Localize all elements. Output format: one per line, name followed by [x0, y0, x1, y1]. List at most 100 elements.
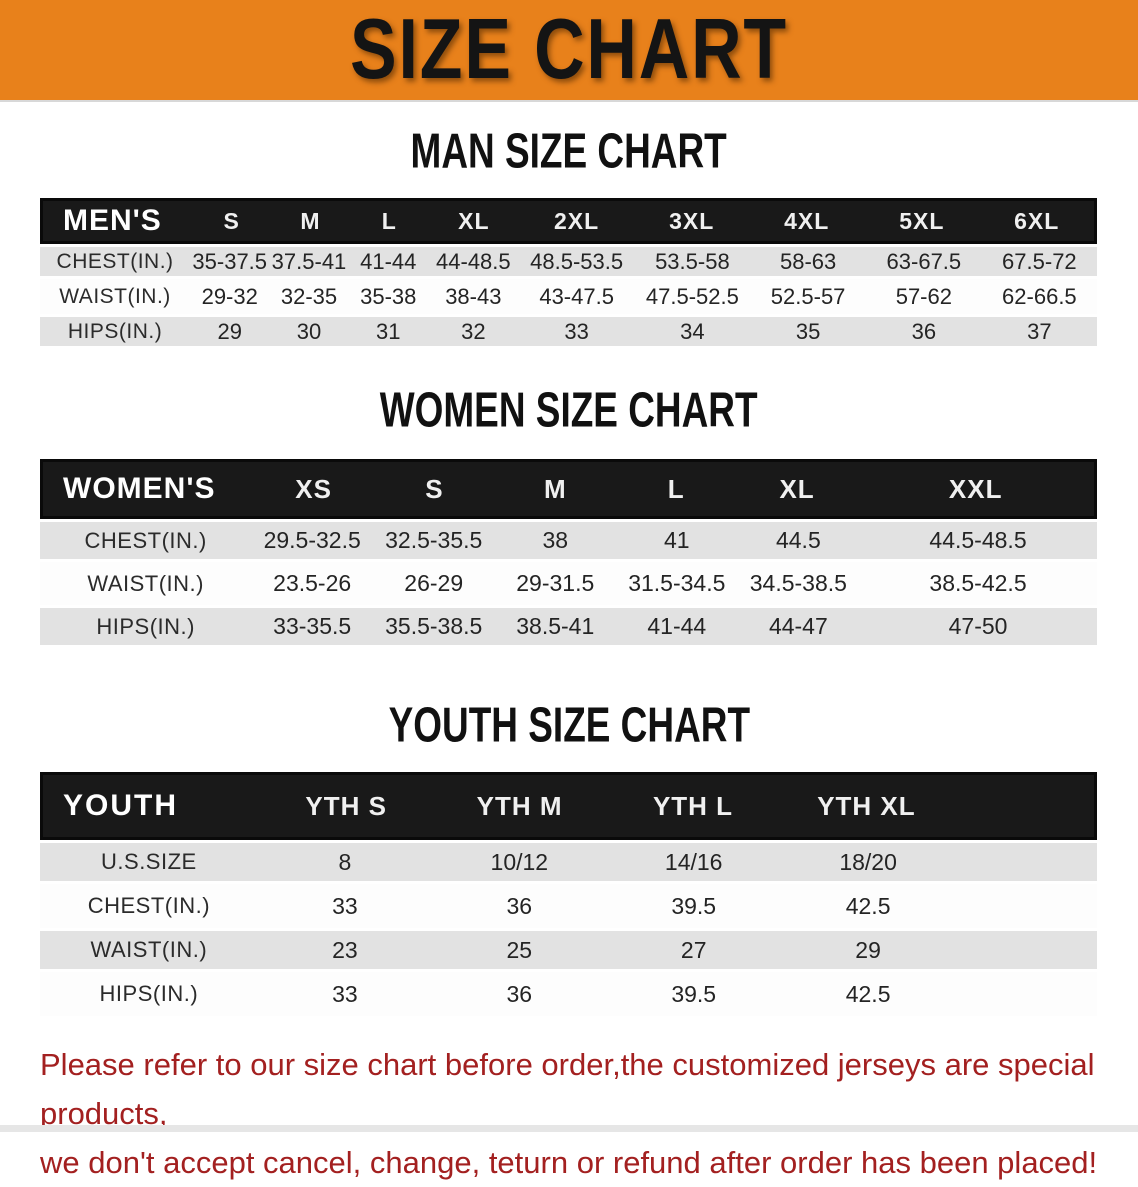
youth-section-heading-text: YOUTH SIZE CHART	[388, 696, 750, 753]
women-size-table: WOMEN'S XS S M L XL XXL CHEST(IN.) 29.5-32.5 32…	[40, 459, 1097, 648]
measurement-value-cell: 32	[461, 318, 486, 344]
measurement-value-cell: 36	[506, 892, 533, 919]
measurement-value-cell: 38-43	[445, 283, 502, 309]
measurement-value-cell: 36	[911, 318, 937, 344]
measurement-value-cell: 44.5-48.5	[929, 527, 1027, 553]
table-row: HIPS(IN.) 29 30 31 32 33 34 35 36 37	[40, 314, 1097, 349]
measurement-value-cell: 38.5-42.5	[929, 570, 1027, 596]
size-column-header: 5XL	[899, 207, 945, 234]
youth-section-heading: YOUTH SIZE CHART	[0, 700, 1138, 750]
measurement-value-cell: 33	[564, 318, 589, 344]
measurement-value-cell: 48.5-53.5	[530, 248, 624, 274]
women-section-heading: WOMEN SIZE CHART	[0, 385, 1138, 435]
measurement-value-cell: 37	[1027, 318, 1052, 344]
size-column-header: L	[381, 207, 397, 234]
measurement-value-cell: 37.5-41	[271, 248, 347, 274]
measurement-value-cell: 34	[680, 318, 705, 344]
measurement-value-cell: 32-35	[280, 283, 338, 309]
table-row: WAIST(IN.) 23 25 27 29	[40, 928, 1097, 972]
measurement-value-cell: 23.5-26	[273, 570, 352, 596]
measurement-row-label: WAIST(IN.)	[90, 937, 208, 962]
measurement-value-cell: 33-35.5	[273, 613, 352, 639]
banner-title: SIZE CHART	[350, 1, 788, 98]
size-column-header: XL	[779, 473, 815, 504]
measurement-value-cell: 31.5-34.5	[628, 570, 726, 596]
measurement-value-cell: 53.5-58	[655, 248, 730, 274]
measurement-value-cell: 41	[664, 527, 690, 553]
measurement-value-cell: 58-63	[779, 248, 837, 274]
measurement-value-cell: 33	[332, 980, 358, 1007]
size-column-header: YTH L	[652, 790, 734, 821]
measurement-value-cell: 47-50	[948, 613, 1008, 639]
measurement-value-cell: 14/16	[664, 848, 723, 875]
men-section-heading: MAN SIZE CHART	[0, 126, 1138, 176]
bottom-edge-strip	[0, 1125, 1138, 1132]
measurement-value-cell: 31	[376, 318, 401, 344]
table-row: U.S.SIZE 8 10/12 14/16 18/20	[40, 840, 1097, 884]
size-column-header: YTH M	[476, 790, 563, 821]
size-column-header: 4XL	[784, 207, 830, 234]
measurement-value-cell: 44-48.5	[436, 248, 511, 274]
table-row: CHEST(IN.) 29.5-32.5 32.5-35.5 38 41 44.5 44.5…	[40, 519, 1097, 562]
women-table-corner-label: WOMEN'S	[63, 472, 216, 505]
size-column-header: 2XL	[553, 207, 600, 234]
youth-table-corner-label: YOUTH	[63, 789, 178, 822]
size-column-header: XXL	[948, 473, 1003, 504]
table-row: WAIST(IN.) 23.5-26 26-29 29-31.5 31.5-34.5 34…	[40, 562, 1097, 605]
measurement-value-cell: 39.5	[671, 980, 717, 1007]
measurement-value-cell: 35-37.5	[192, 248, 268, 274]
measurement-value-cell: 44.5	[775, 527, 821, 553]
measurement-value-cell: 18/20	[839, 848, 897, 875]
measurement-value-cell: 38.5-41	[516, 613, 595, 639]
measurement-row-label: CHEST(IN.)	[87, 893, 211, 918]
measurement-row-label: HIPS(IN.)	[99, 981, 199, 1006]
size-column-header: S	[223, 207, 240, 234]
men-table-corner-label: MEN'S	[63, 204, 162, 237]
measurement-value-cell: 27	[680, 936, 707, 963]
men-section-heading-text: MAN SIZE CHART	[410, 122, 728, 179]
measurement-value-cell: 41-44	[647, 613, 707, 639]
measurement-row-label: HIPS(IN.)	[67, 319, 163, 343]
measurement-value-cell: 35.5-38.5	[385, 613, 483, 639]
disclaimer-line-2: we don't accept cancel, change, teturn o…	[40, 1145, 1098, 1180]
size-column-header: XS	[295, 473, 332, 504]
measurement-value-cell: 44-47	[768, 613, 828, 639]
measurement-value-cell: 29-32	[201, 283, 258, 309]
measurement-value-cell: 29	[217, 318, 242, 344]
measurement-value-cell: 67.5-72	[1002, 248, 1077, 274]
measurement-value-cell: 43-47.5	[539, 283, 614, 309]
measurement-value-cell: 63-67.5	[886, 248, 962, 274]
men-size-table: MEN'S S M L XL 2XL 3XL 4XL 5XL 6XL CHEST(IN.) 35-…	[40, 198, 1097, 349]
measurement-value-cell: 29	[855, 936, 881, 963]
measurement-value-cell: 23	[332, 936, 358, 963]
measurement-value-cell: 29-31.5	[516, 570, 595, 596]
measurement-row-label: CHEST(IN.)	[56, 249, 174, 273]
size-chart-banner: SIZE CHART	[0, 0, 1138, 102]
measurement-value-cell: 57-62	[895, 283, 952, 309]
size-column-header: S	[425, 473, 444, 504]
table-row: HIPS(IN.) 33 36 39.5 42.5	[40, 972, 1097, 1016]
youth-table-header-row: YOUTH YTH S YTH M YTH L YTH XL	[40, 772, 1097, 840]
measurement-value-cell: 26-29	[404, 570, 464, 596]
size-column-header: XL	[458, 207, 490, 234]
measurement-row-label: WAIST(IN.)	[87, 570, 204, 596]
measurement-value-cell: 39.5	[671, 892, 717, 919]
measurement-row-label: CHEST(IN.)	[84, 527, 207, 553]
table-row: HIPS(IN.) 33-35.5 35.5-38.5 38.5-41 41-44 44-…	[40, 605, 1097, 648]
size-column-header: 6XL	[1014, 207, 1060, 234]
measurement-row-label: U.S.SIZE	[101, 849, 197, 874]
measurement-value-cell: 42.5	[845, 980, 891, 1007]
measurement-value-cell: 35	[795, 318, 821, 344]
women-table-header-row: WOMEN'S XS S M L XL XXL	[40, 459, 1097, 519]
size-column-header: 3XL	[669, 207, 715, 234]
measurement-value-cell: 32.5-35.5	[385, 527, 483, 553]
disclaimer-text: Please refer to our size chart before or…	[40, 1040, 1110, 1187]
measurement-row-label: HIPS(IN.)	[96, 613, 195, 639]
size-column-header: M	[300, 207, 321, 234]
size-column-header: M	[544, 473, 567, 504]
table-row: WAIST(IN.) 29-32 32-35 35-38 38-43 43-47.5 47.…	[40, 279, 1097, 314]
size-column-header: L	[667, 473, 685, 504]
table-row: CHEST(IN.) 33 36 39.5 42.5	[40, 884, 1097, 928]
youth-size-table: YOUTH YTH S YTH M YTH L YTH XL U.S.SIZE 8 10/…	[40, 772, 1097, 1016]
measurement-value-cell: 38	[542, 527, 569, 553]
